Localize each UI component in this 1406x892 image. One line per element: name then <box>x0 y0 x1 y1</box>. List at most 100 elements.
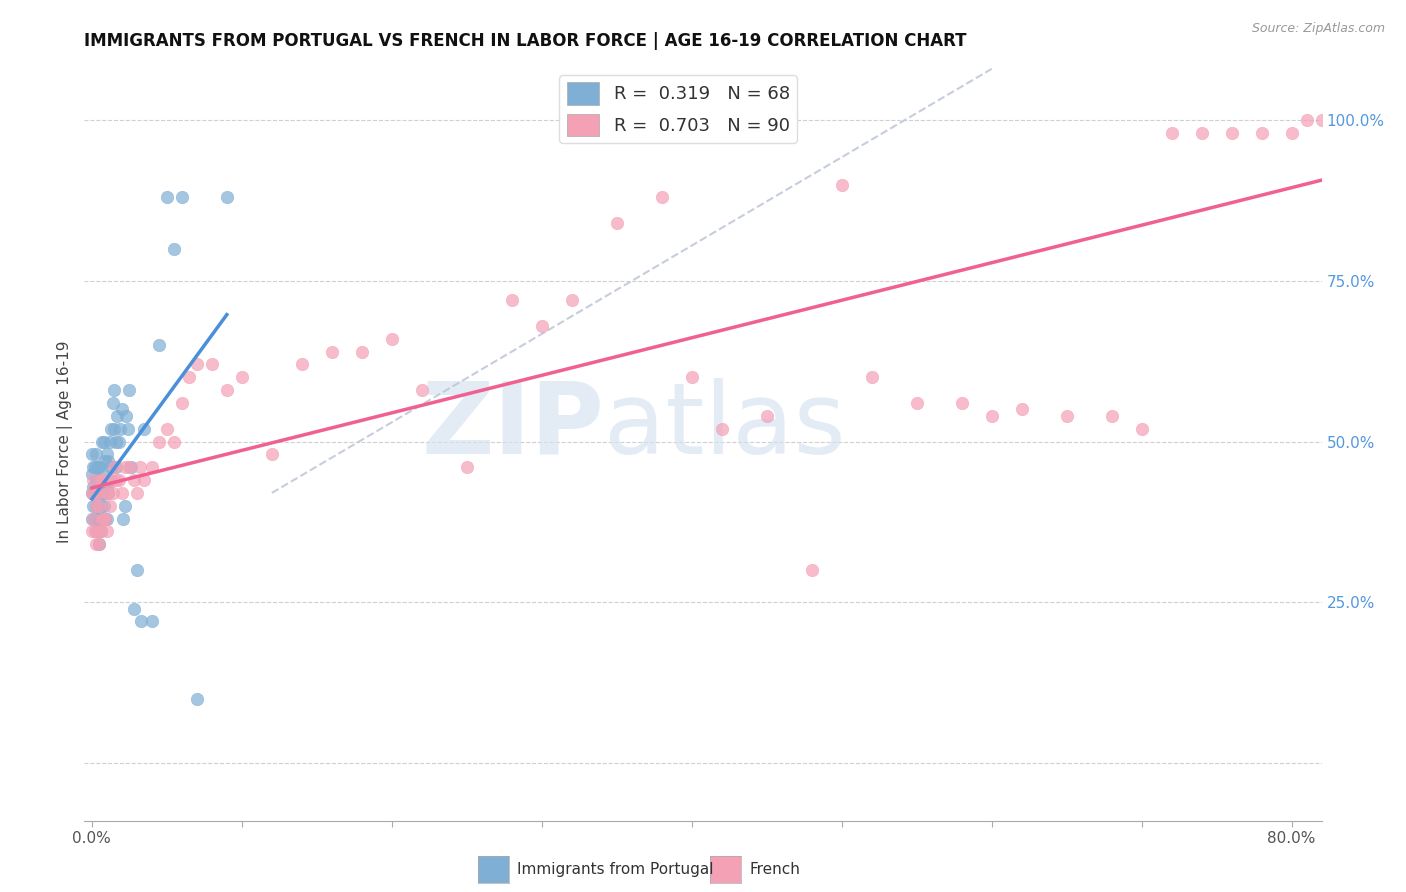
Point <box>112 511 135 525</box>
Point <box>1326 126 1348 140</box>
Point <box>80 486 103 500</box>
Point <box>201 358 224 372</box>
Point <box>1160 126 1182 140</box>
Point <box>100 460 122 475</box>
Point <box>125 563 148 577</box>
Point <box>103 422 125 436</box>
Point <box>115 409 138 423</box>
Point <box>94 486 117 500</box>
Point <box>97 486 120 500</box>
Point <box>93 499 115 513</box>
Point <box>91 511 114 525</box>
Point <box>148 434 170 449</box>
Point <box>101 396 124 410</box>
Point <box>134 422 156 436</box>
Text: atlas: atlas <box>605 378 845 475</box>
Text: Source: ZipAtlas.com: Source: ZipAtlas.com <box>1251 22 1385 36</box>
Point <box>89 537 111 551</box>
Point <box>755 409 778 423</box>
Point <box>83 511 105 525</box>
Point <box>163 242 186 256</box>
Point <box>89 486 111 500</box>
Point <box>606 216 628 230</box>
Point <box>156 190 179 204</box>
Point <box>86 447 108 461</box>
Point <box>411 383 433 397</box>
Point <box>501 293 523 308</box>
Point <box>98 473 121 487</box>
Point <box>94 473 117 487</box>
Text: Immigrants from Portugal: Immigrants from Portugal <box>517 863 714 877</box>
Point <box>114 499 136 513</box>
Point <box>91 486 114 500</box>
Point <box>89 511 111 525</box>
Point <box>86 499 108 513</box>
Point <box>93 434 115 449</box>
Point <box>83 486 105 500</box>
Point <box>104 473 127 487</box>
Point <box>131 615 153 629</box>
Point <box>87 486 110 500</box>
Point <box>1355 126 1378 140</box>
Point <box>87 460 110 475</box>
Text: IMMIGRANTS FROM PORTUGAL VS FRENCH IN LABOR FORCE | AGE 16-19 CORRELATION CHART: IMMIGRANTS FROM PORTUGAL VS FRENCH IN LA… <box>84 32 967 50</box>
Point <box>1371 113 1393 128</box>
Point <box>111 402 134 417</box>
Point <box>86 524 108 539</box>
Point <box>80 524 103 539</box>
Point <box>134 473 156 487</box>
Point <box>86 499 108 513</box>
Point <box>87 486 110 500</box>
Point <box>82 460 104 475</box>
Point <box>114 460 136 475</box>
Point <box>530 318 553 333</box>
Point <box>186 358 208 372</box>
Point <box>980 409 1002 423</box>
Point <box>82 479 104 493</box>
Point <box>321 344 343 359</box>
Point <box>96 511 118 525</box>
Point <box>260 447 283 461</box>
Point <box>1400 113 1406 128</box>
Point <box>1011 402 1033 417</box>
Point <box>186 691 208 706</box>
Point <box>103 383 125 397</box>
Point <box>80 511 103 525</box>
Point <box>82 473 104 487</box>
Point <box>110 422 132 436</box>
Point <box>104 460 127 475</box>
Point <box>148 338 170 352</box>
Point <box>83 460 105 475</box>
Text: ZIP: ZIP <box>422 378 605 475</box>
Point <box>860 370 883 384</box>
Point <box>1310 113 1333 128</box>
Point <box>93 473 115 487</box>
Point <box>105 409 128 423</box>
Point <box>1281 126 1303 140</box>
Point <box>122 473 145 487</box>
Point <box>89 499 111 513</box>
Point <box>170 190 193 204</box>
Point <box>108 434 131 449</box>
Point <box>179 370 201 384</box>
Point <box>100 422 122 436</box>
Point <box>80 486 103 500</box>
Point <box>125 486 148 500</box>
Point <box>128 460 150 475</box>
Point <box>87 524 110 539</box>
Point <box>118 460 141 475</box>
Point <box>87 511 110 525</box>
Point <box>1056 409 1078 423</box>
Point <box>215 190 238 204</box>
Point <box>1130 422 1153 436</box>
Point <box>710 422 733 436</box>
Point <box>1385 113 1406 128</box>
Y-axis label: In Labor Force | Age 16-19: In Labor Force | Age 16-19 <box>58 340 73 543</box>
Point <box>800 563 823 577</box>
Point <box>98 499 121 513</box>
Point <box>101 486 124 500</box>
Point <box>82 499 104 513</box>
Point <box>98 434 121 449</box>
Point <box>90 473 112 487</box>
Point <box>103 460 125 475</box>
